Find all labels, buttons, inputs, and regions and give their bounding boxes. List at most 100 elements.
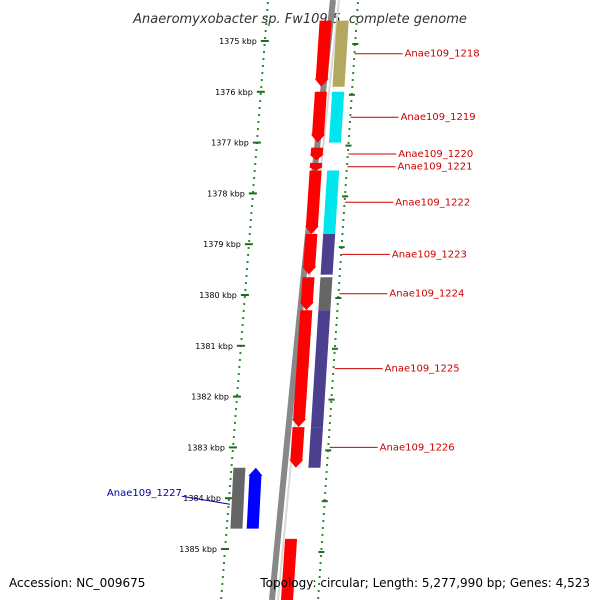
cog-color-block — [327, 162, 340, 171]
gene-arrow[interactable] — [302, 234, 318, 275]
tick-mark-right — [318, 551, 325, 553]
gene-label[interactable]: Anae109_1226 — [380, 442, 455, 453]
gene-arrow[interactable] — [311, 91, 327, 143]
tick-label: 1385 kbp — [179, 545, 217, 554]
gene-label[interactable]: Anae109_1219 — [401, 112, 476, 123]
scale-tick: 1381 kbp — [195, 342, 338, 351]
gene-arrow[interactable] — [304, 170, 322, 235]
gene-label[interactable]: Anae109_1227 — [107, 488, 182, 499]
gene-feature[interactable] — [304, 170, 340, 235]
gene-feature[interactable] — [302, 234, 336, 275]
cog-color-block — [323, 170, 340, 235]
gene-label-group[interactable]: Anae109_1226 — [329, 442, 455, 453]
gene-arrow[interactable] — [314, 20, 332, 87]
tick-label: 1378 kbp — [207, 189, 245, 198]
gene-label-group[interactable]: Anae109_1220 — [348, 149, 473, 160]
tick-label: 1376 kbp — [215, 88, 253, 97]
gene-feature[interactable] — [292, 310, 331, 428]
tick-mark-left — [232, 395, 241, 398]
tick-mark-left — [256, 90, 265, 93]
tick-mark-left — [252, 141, 261, 144]
topology-text: Topology: circular; Length: 5,277,990 bp… — [259, 576, 590, 590]
scale-ticks: 1375 kbp 1376 kbp 1377 kbp 1378 kbp 1379 kbp… — [179, 37, 359, 554]
tick-mark-right — [348, 93, 355, 96]
gene-feature[interactable] — [299, 277, 333, 311]
gene-feature[interactable] — [308, 162, 340, 171]
cog-color-block — [300, 538, 316, 600]
cog-color-block — [318, 277, 333, 311]
tick-mark-left — [220, 548, 229, 550]
gene-label-group[interactable]: Anae109_1219 — [350, 112, 476, 123]
gene-feature[interactable] — [280, 538, 316, 600]
scale-dot-line-left — [220, 2, 269, 599]
tick-mark-left — [260, 40, 269, 42]
scale-dots — [220, 2, 359, 599]
tick-mark-right — [338, 246, 345, 249]
tick-label: 1382 kbp — [191, 393, 229, 402]
gene-label[interactable]: Anae109_1224 — [389, 289, 464, 300]
cog-color-block — [328, 91, 345, 143]
gene-features — [230, 20, 349, 600]
tick-label: 1375 kbp — [219, 37, 257, 46]
tick-label: 1377 kbp — [211, 139, 249, 148]
cog-color-block — [310, 310, 331, 428]
gene-feature[interactable] — [230, 467, 263, 529]
scale-tick: 1379 kbp — [203, 240, 345, 249]
accession-text: Accession: NC_009675 — [9, 576, 145, 590]
gene-label-group[interactable]: Anae109_1221 — [347, 162, 472, 173]
gene-label-group[interactable]: Anae109_1223 — [341, 249, 467, 260]
tick-mark-right — [342, 195, 349, 198]
gene-arrow[interactable] — [289, 427, 305, 468]
scale-tick: 1375 kbp — [219, 37, 359, 46]
gene-label-group[interactable]: Anae109_1222 — [345, 197, 470, 208]
tick-mark-right — [325, 449, 332, 452]
scale-tick: 1376 kbp — [215, 88, 355, 97]
cog-color-block — [308, 427, 323, 468]
gene-feature[interactable] — [289, 427, 323, 468]
tick-mark-left — [236, 344, 245, 347]
gene-label-group[interactable]: Anae109_1224 — [339, 289, 464, 300]
scale-tick: 1385 kbp — [179, 545, 325, 554]
tick-mark-right — [352, 43, 359, 45]
scale-tick: 1384 kbp — [183, 494, 328, 503]
tick-mark-left — [224, 497, 233, 500]
gene-feature[interactable] — [314, 20, 349, 87]
gene-feature[interactable] — [311, 91, 345, 143]
label-leader-line — [181, 495, 231, 505]
map-title: Anaeromyxobacter sp. Fw109-5, complete g… — [132, 12, 467, 27]
tick-label: 1379 kbp — [203, 240, 241, 249]
tick-mark-right — [335, 297, 342, 299]
gene-label[interactable]: Anae109_1220 — [398, 149, 473, 160]
tick-mark-right — [328, 398, 335, 401]
gene-label[interactable]: Anae109_1218 — [405, 49, 480, 60]
tick-mark-left — [244, 243, 253, 246]
tick-label: 1383 kbp — [187, 443, 225, 452]
gene-label[interactable]: Anae109_1223 — [392, 249, 467, 260]
gene-arrow[interactable] — [299, 277, 315, 311]
gene-label-group[interactable]: Anae109_1225 — [334, 364, 460, 375]
tick-label: 1380 kbp — [199, 291, 237, 300]
gene-label[interactable]: Anae109_1225 — [385, 364, 460, 375]
cog-color-block — [332, 20, 349, 87]
gene-labels: Anae109_1218 Anae109_1219 Anae109_1220 Anae… — [107, 49, 480, 505]
gene-feature[interactable] — [309, 147, 341, 161]
tick-label: 1381 kbp — [195, 342, 233, 351]
cog-color-block — [230, 467, 246, 529]
gene-label[interactable]: Anae109_1221 — [397, 162, 472, 173]
tick-mark-right — [331, 347, 338, 350]
gene-arrow-reverse[interactable] — [246, 467, 263, 529]
gene-label-group[interactable]: Anae109_1227 — [107, 488, 231, 505]
tick-mark-right — [345, 144, 352, 147]
gene-label[interactable]: Anae109_1222 — [395, 197, 470, 208]
tick-mark-right — [321, 500, 328, 503]
scale-dot-line-right — [317, 2, 359, 599]
gene-arrow[interactable] — [292, 310, 313, 428]
gene-label-group[interactable]: Anae109_1218 — [354, 49, 480, 60]
gene-arrow[interactable] — [280, 538, 298, 600]
scale-tick: 1383 kbp — [187, 443, 332, 452]
cog-color-block — [327, 147, 341, 161]
gene-arrow[interactable] — [308, 162, 323, 171]
gene-arrow[interactable] — [309, 147, 324, 161]
